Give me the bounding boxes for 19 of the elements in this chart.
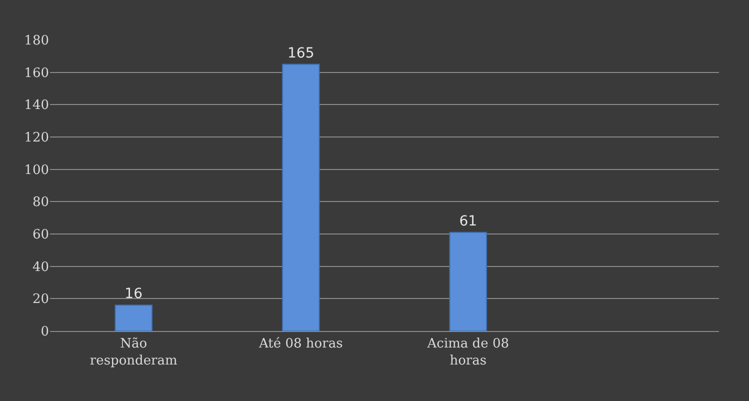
y-tick-label: 80 (32, 195, 49, 210)
bar (449, 232, 488, 331)
y-tick-label: 140 (24, 98, 49, 114)
y-tick-label: 120 (24, 130, 49, 146)
y-tick-label: 60 (32, 228, 49, 243)
data-label: 61 (459, 213, 478, 230)
y-tick-label: 180 (24, 34, 49, 49)
x-tick-label: Não responderam (90, 336, 178, 368)
y-tick-label: 0 (40, 324, 49, 340)
y-tick-label: 20 (32, 292, 49, 308)
bar (114, 304, 153, 331)
bar (282, 64, 320, 331)
y-tick-label: 40 (32, 260, 49, 275)
data-label: 16 (124, 286, 143, 302)
y-tick-label: 100 (24, 162, 49, 178)
x-tick-label: Acima de 08 horas (426, 336, 509, 368)
data-label: 165 (288, 45, 314, 62)
x-tick-label: Até 08 horas (258, 336, 343, 352)
y-tick-label: 160 (24, 66, 49, 81)
